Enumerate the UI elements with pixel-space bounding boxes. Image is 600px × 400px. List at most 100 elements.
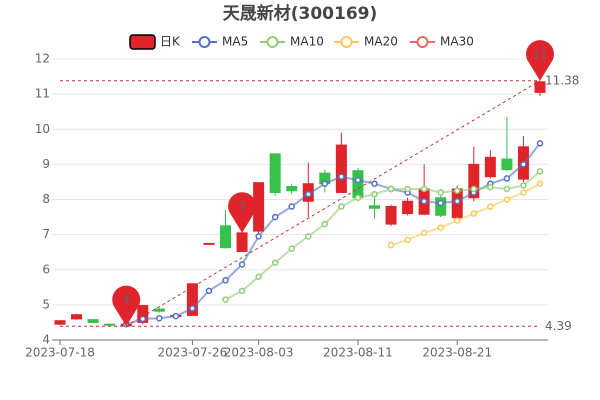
mark-pin-label: 11 bbox=[532, 47, 547, 61]
ma-point bbox=[305, 233, 312, 240]
ma-point bbox=[536, 180, 544, 187]
candle-body bbox=[501, 158, 513, 171]
candle-body bbox=[104, 323, 116, 326]
ma-point bbox=[420, 229, 428, 237]
candle-body bbox=[402, 200, 414, 215]
trend-line bbox=[125, 80, 541, 327]
candle-body bbox=[220, 225, 232, 249]
ma-point bbox=[437, 189, 444, 196]
mark-line-label: 11.38 bbox=[545, 73, 579, 87]
ma-point bbox=[404, 185, 411, 193]
ma-point bbox=[156, 314, 163, 322]
ma-point bbox=[238, 287, 246, 295]
candle-body bbox=[54, 320, 66, 325]
ma-point bbox=[205, 287, 213, 295]
candle-body bbox=[269, 153, 281, 193]
ma-point bbox=[255, 273, 262, 281]
candle-body bbox=[484, 156, 496, 178]
ma-point bbox=[420, 185, 428, 193]
candle-body bbox=[385, 206, 397, 225]
ma-point bbox=[338, 173, 345, 180]
ma-point bbox=[288, 203, 295, 210]
ma-point bbox=[503, 175, 511, 182]
legend-icon bbox=[416, 36, 429, 48]
mark-pin-label: 7 bbox=[238, 199, 246, 213]
mark-pin bbox=[228, 192, 257, 233]
y-tick-label: 6 bbox=[42, 262, 50, 276]
ma-point bbox=[271, 213, 279, 221]
candle-body bbox=[236, 232, 248, 252]
candle-body bbox=[534, 81, 546, 93]
ma-point bbox=[354, 194, 362, 201]
ma-point bbox=[487, 183, 494, 191]
y-tick-label: 10 bbox=[35, 122, 50, 136]
ma-point bbox=[222, 277, 229, 284]
ma-point bbox=[437, 224, 444, 231]
legend-label[interactable]: MA20 bbox=[364, 35, 398, 49]
ma-point bbox=[520, 182, 527, 189]
x-tick-label: 2023-08-03 bbox=[224, 346, 294, 360]
ma-point bbox=[288, 245, 295, 252]
mark-pin bbox=[112, 285, 141, 327]
candle-body bbox=[153, 308, 165, 312]
ma-point bbox=[172, 312, 180, 320]
ma-line bbox=[390, 182, 541, 247]
ma-point bbox=[321, 220, 329, 228]
legend-label[interactable]: MA30 bbox=[440, 35, 474, 49]
candle-body bbox=[203, 242, 215, 245]
candle-body bbox=[71, 314, 83, 320]
candle-body bbox=[286, 186, 298, 192]
ma-point bbox=[520, 161, 527, 168]
ma-point bbox=[453, 217, 461, 224]
legend-icon bbox=[129, 34, 156, 50]
ma-point bbox=[321, 180, 329, 187]
ma-point bbox=[139, 315, 147, 323]
ma-point bbox=[387, 185, 395, 193]
candle-body bbox=[368, 205, 380, 209]
ma-point bbox=[371, 190, 378, 198]
ma-point bbox=[189, 305, 196, 312]
mark-line-label: 4.39 bbox=[545, 319, 572, 333]
legend-label[interactable]: MA5 bbox=[222, 35, 248, 49]
ma-point bbox=[487, 203, 494, 210]
legend-label[interactable]: 日K bbox=[160, 35, 181, 49]
candle-body bbox=[87, 319, 99, 323]
legend-label[interactable]: MA10 bbox=[290, 35, 324, 49]
x-tick-label: 2023-07-18 bbox=[25, 346, 95, 360]
candle-body bbox=[435, 197, 447, 216]
ma-point bbox=[536, 140, 544, 147]
ma-point bbox=[453, 187, 461, 194]
y-tick-label: 9 bbox=[42, 157, 50, 171]
y-tick-label: 5 bbox=[42, 297, 50, 311]
ma-point bbox=[453, 198, 461, 205]
ma-point bbox=[338, 203, 345, 210]
ma-point bbox=[371, 180, 378, 187]
chart-title: 天晟新材(300169) bbox=[223, 3, 378, 24]
candle-body bbox=[186, 283, 198, 316]
ma-point bbox=[503, 185, 511, 193]
ma-point bbox=[536, 168, 544, 175]
ma-point bbox=[437, 199, 444, 207]
mark-pin bbox=[526, 40, 555, 81]
ma-point bbox=[420, 198, 428, 205]
ma-point bbox=[503, 196, 511, 203]
ma-point bbox=[387, 241, 395, 249]
candle-body bbox=[335, 144, 347, 193]
x-tick-label: 2023-08-21 bbox=[422, 346, 492, 360]
ma-point bbox=[470, 210, 478, 217]
ma-point bbox=[222, 296, 229, 303]
ma-point bbox=[404, 236, 411, 244]
ma-point bbox=[305, 190, 312, 198]
ma-point bbox=[238, 261, 246, 268]
legend-icon bbox=[198, 36, 211, 48]
y-tick-label: 12 bbox=[35, 52, 50, 66]
legend-icon bbox=[340, 36, 353, 48]
candle-body bbox=[468, 163, 480, 199]
x-tick-label: 2023-07-26 bbox=[158, 346, 228, 360]
ma-point bbox=[354, 176, 362, 184]
ma-point bbox=[470, 185, 478, 193]
y-tick-label: 11 bbox=[35, 87, 50, 101]
y-tick-label: 4 bbox=[42, 333, 50, 347]
y-tick-label: 8 bbox=[42, 192, 50, 206]
